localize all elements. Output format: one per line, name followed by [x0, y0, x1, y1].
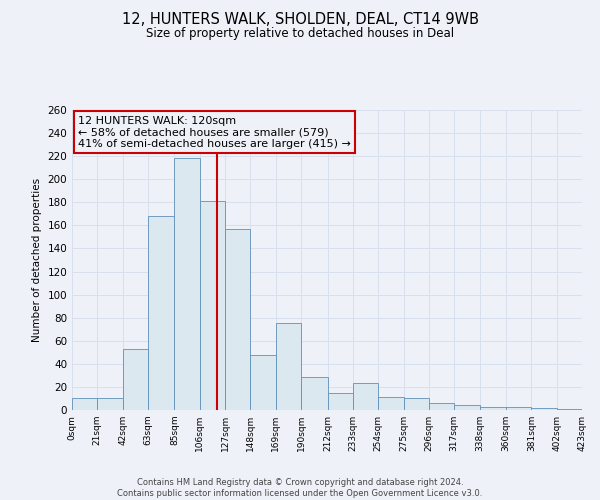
Bar: [378, 398, 404, 410]
Text: 12 HUNTERS WALK: 120sqm
← 58% of detached houses are smaller (579)
41% of semi-d: 12 HUNTERS WALK: 120sqm ← 58% of detache…: [78, 116, 351, 149]
Text: 12, HUNTERS WALK, SHOLDEN, DEAL, CT14 9WB: 12, HUNTERS WALK, SHOLDEN, DEAL, CT14 9W…: [121, 12, 479, 28]
Bar: [479, 406, 506, 410]
Bar: [72, 398, 97, 410]
Bar: [557, 409, 582, 410]
Bar: [353, 384, 378, 410]
Bar: [506, 406, 532, 410]
Bar: [328, 392, 353, 410]
Bar: [225, 229, 250, 410]
Bar: [175, 158, 200, 410]
Bar: [454, 406, 479, 410]
Text: Contains HM Land Registry data © Crown copyright and database right 2024.
Contai: Contains HM Land Registry data © Crown c…: [118, 478, 482, 498]
Bar: [301, 376, 328, 410]
Bar: [276, 324, 301, 410]
Y-axis label: Number of detached properties: Number of detached properties: [32, 178, 42, 342]
Bar: [122, 349, 148, 410]
Bar: [404, 398, 429, 410]
Bar: [532, 408, 557, 410]
Bar: [200, 201, 225, 410]
Bar: [148, 216, 175, 410]
Bar: [250, 354, 276, 410]
Bar: [429, 403, 454, 410]
Text: Size of property relative to detached houses in Deal: Size of property relative to detached ho…: [146, 28, 454, 40]
Bar: [97, 398, 122, 410]
